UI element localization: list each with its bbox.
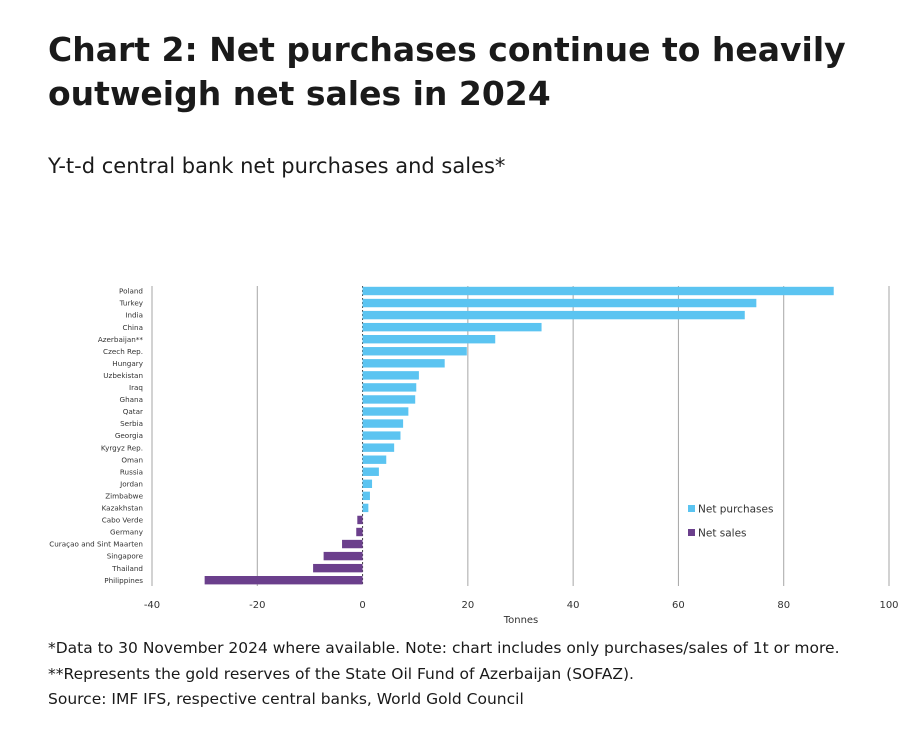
legend-label-purchases: Net purchases [698,504,773,516]
x-tick-label: 0 [359,600,365,611]
legend-label-sales: Net sales [698,528,747,540]
y-category-label: Azerbaijan** [98,335,144,344]
footnote-data: *Data to 30 November 2024 where availabl… [48,639,840,657]
bar-net-purchases [362,395,416,404]
bar-net-purchases [362,359,445,368]
x-tick-label: 20 [461,600,474,611]
bar-net-purchases [362,443,395,452]
y-category-label: Oman [121,455,143,464]
y-category-label: China [122,323,143,332]
legend-swatch-purchases [688,505,695,512]
y-category-label: Kazakhstan [102,504,143,513]
x-tick-label: 40 [567,600,580,611]
x-tick-label: 80 [777,600,790,611]
y-category-label: Ghana [120,395,144,404]
bar-net-sales [313,563,363,573]
y-category-label: Qatar [123,407,143,416]
bar-net-sales [342,539,363,549]
x-tick-label: 100 [879,600,898,611]
y-category-label: Georgia [115,431,143,440]
x-tick-label: -40 [144,600,160,611]
source-note: Source: IMF IFS, respective central bank… [48,690,524,708]
bar-net-purchases [362,431,401,440]
chart-title: Chart 2: Net purchases continue to heavi… [48,30,846,113]
x-tick-label: 60 [672,600,685,611]
bar-net-sales [356,527,363,537]
y-category-label: Russia [120,467,143,476]
bar-net-purchases [362,371,419,380]
bar-chart: Poland Turkey India China Azerbaijan** Czech … [49,286,899,626]
bar-net-purchases [362,503,369,513]
bar-net-purchases [362,286,834,296]
bar-net-sales [323,551,363,561]
y-category-label: Curaçao and Sint Maarten [49,540,143,549]
footnotes: *Data to 30 November 2024 where availabl… [48,636,908,713]
y-category-label: Zimbabwe [105,491,143,500]
x-axis-label: Tonnes [503,615,539,626]
bar-net-purchases [362,455,387,464]
y-category-label: Thailand [111,564,143,573]
y-category-label: Germany [110,528,144,537]
bar-net-purchases [362,467,379,476]
y-category-label: Kyrgyz Rep. [101,443,143,452]
y-category-label: Cabo Verde [102,516,144,525]
y-category-label: Singapore [107,552,144,561]
bar-net-purchases [362,310,745,320]
bar-net-purchases [362,419,404,428]
y-category-label: Jordan [119,479,143,488]
bar-net-purchases [362,407,409,416]
footnote-azerbaijan: **Represents the gold reserves of the St… [48,664,634,683]
x-tick-label: -20 [249,600,265,611]
y-category-label: Hungary [112,359,143,368]
legend-swatch-sales [688,529,695,536]
bar-net-purchases [362,383,417,392]
bar-net-sales [204,576,363,585]
bar-net-purchases [362,347,467,356]
y-category-label: Serbia [120,419,143,428]
bar-net-purchases [362,298,757,308]
bar-net-purchases [362,322,542,332]
y-category-label: Iraq [129,383,143,392]
chart-subtitle: Y-t-d central bank net purchases and sal… [48,154,506,178]
bar-net-purchases [362,479,373,488]
y-category-label: Turkey [119,299,144,308]
y-category-label: Czech Rep. [103,347,143,356]
bar-net-sales [357,515,363,525]
y-category-label: Uzbekistan [103,371,143,380]
bar-net-purchases [362,335,496,344]
y-category-label: Poland [119,287,143,296]
y-category-label: Philippines [104,576,143,585]
bar-net-purchases [362,491,370,501]
y-category-label: India [125,311,143,320]
